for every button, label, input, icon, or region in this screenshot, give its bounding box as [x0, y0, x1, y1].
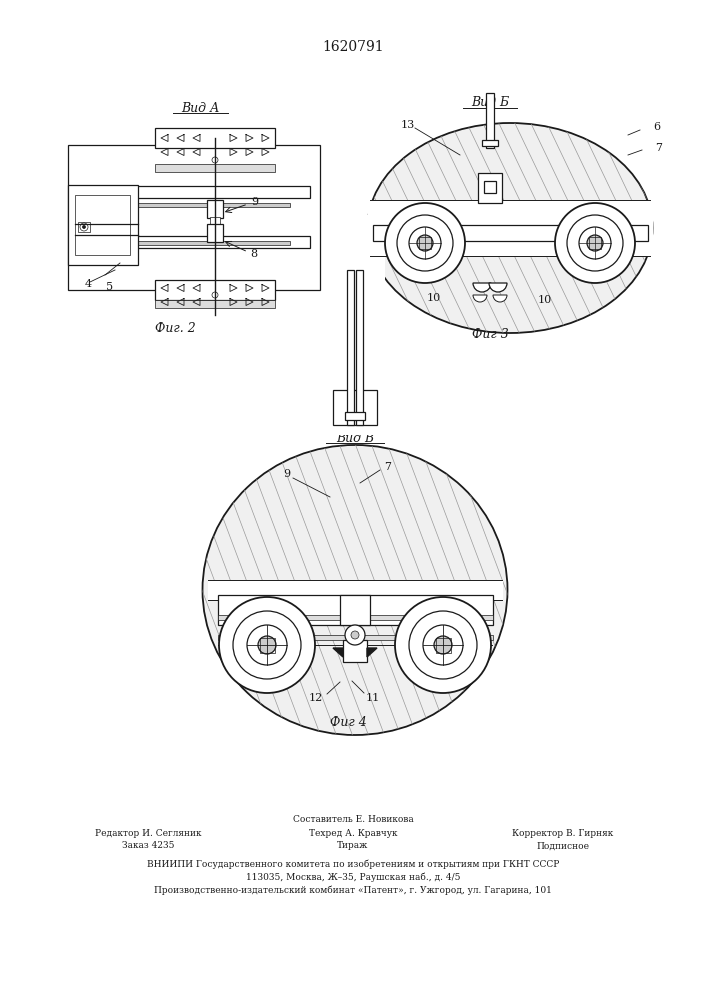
Text: Вид Б: Вид Б	[471, 97, 509, 109]
Circle shape	[409, 227, 441, 259]
Bar	[208, 580, 503, 600]
Circle shape	[567, 215, 623, 271]
Bar	[482, 140, 498, 146]
Circle shape	[351, 631, 359, 639]
Circle shape	[83, 226, 86, 229]
Bar	[368, 200, 653, 256]
Circle shape	[555, 203, 635, 283]
Circle shape	[258, 636, 276, 654]
Circle shape	[579, 227, 611, 259]
Circle shape	[345, 625, 365, 645]
Bar	[218, 635, 493, 640]
Circle shape	[247, 625, 287, 665]
Text: Фиг 3: Фиг 3	[472, 328, 508, 342]
Bar	[218, 595, 493, 625]
Wedge shape	[489, 283, 507, 292]
Bar	[347, 270, 354, 425]
Bar	[589, 237, 601, 249]
Bar	[75, 195, 130, 255]
Ellipse shape	[202, 445, 508, 735]
Bar	[155, 300, 275, 308]
Bar	[486, 93, 494, 148]
Text: 113035, Москва, Ж–35, Раушская наб., д. 4/5: 113035, Москва, Ж–35, Раушская наб., д. …	[246, 872, 460, 882]
Text: 1620791: 1620791	[322, 40, 384, 54]
Wedge shape	[493, 295, 507, 302]
Text: Производственно-издательский комбинат «Патент», г. Ужгород, ул. Гагарина, 101: Производственно-издательский комбинат «П…	[154, 885, 552, 895]
Text: 6: 6	[653, 122, 660, 132]
Bar	[95, 203, 290, 207]
Text: Тираж: Тираж	[337, 842, 368, 850]
Bar	[436, 638, 450, 652]
Text: 7: 7	[655, 143, 662, 153]
Bar	[484, 181, 496, 193]
Circle shape	[212, 292, 218, 298]
Circle shape	[212, 157, 218, 163]
Text: 11: 11	[366, 693, 380, 703]
Bar	[75, 236, 310, 248]
Bar	[210, 217, 220, 225]
Bar	[68, 145, 320, 290]
Text: 4: 4	[84, 279, 92, 289]
Bar	[343, 640, 367, 662]
Text: Корректор В. Гирняк: Корректор В. Гирняк	[513, 830, 614, 838]
Text: 13: 13	[401, 120, 415, 130]
Circle shape	[397, 215, 453, 271]
Wedge shape	[473, 295, 487, 302]
Bar	[373, 225, 648, 241]
Bar	[356, 270, 363, 425]
Polygon shape	[367, 648, 377, 657]
Circle shape	[417, 235, 433, 251]
Bar	[207, 200, 223, 218]
Circle shape	[587, 235, 603, 251]
Bar	[207, 224, 223, 242]
Bar	[155, 280, 275, 300]
Text: 8: 8	[250, 249, 257, 259]
Text: 10: 10	[538, 295, 552, 305]
Circle shape	[434, 636, 452, 654]
Circle shape	[409, 611, 477, 679]
Text: Фиг. 2: Фиг. 2	[155, 322, 195, 334]
Circle shape	[219, 597, 315, 693]
Text: Составитель Е. Новикова: Составитель Е. Новикова	[293, 816, 414, 824]
Wedge shape	[473, 283, 491, 292]
Text: Фиг 4: Фиг 4	[329, 716, 366, 728]
Text: Подписное: Подписное	[537, 842, 590, 850]
Text: 10: 10	[427, 293, 441, 303]
Text: Вид А: Вид А	[181, 102, 219, 114]
Ellipse shape	[368, 123, 653, 333]
Text: 9: 9	[251, 197, 258, 207]
Bar	[333, 390, 377, 425]
Bar	[75, 186, 310, 198]
Text: Заказ 4235: Заказ 4235	[122, 842, 174, 850]
Bar	[419, 237, 431, 249]
Polygon shape	[333, 648, 343, 657]
Text: Техред А. Кравчук: Техред А. Кравчук	[309, 830, 397, 838]
Circle shape	[385, 203, 465, 283]
Bar	[68, 185, 138, 265]
Text: Вид В: Вид В	[336, 432, 374, 444]
Bar	[478, 173, 502, 203]
Bar	[345, 412, 365, 420]
Bar	[155, 164, 275, 172]
Text: Редактор И. Сегляник: Редактор И. Сегляник	[95, 830, 201, 838]
Circle shape	[395, 597, 491, 693]
Bar	[218, 615, 493, 620]
Text: 7: 7	[385, 462, 392, 472]
Circle shape	[423, 625, 463, 665]
Bar	[259, 638, 274, 652]
Bar	[340, 595, 370, 625]
Text: 5: 5	[107, 282, 114, 292]
Circle shape	[233, 611, 301, 679]
Text: 9: 9	[284, 469, 291, 479]
Text: 12: 12	[309, 693, 323, 703]
Text: ВНИИПИ Государственного комитета по изобретениям и открытиям при ГКНТ СССР: ВНИИПИ Государственного комитета по изоб…	[147, 859, 559, 869]
Bar	[155, 128, 275, 148]
Bar	[78, 222, 90, 232]
Circle shape	[80, 223, 88, 231]
Bar	[325, 215, 385, 435]
Bar	[95, 241, 290, 245]
